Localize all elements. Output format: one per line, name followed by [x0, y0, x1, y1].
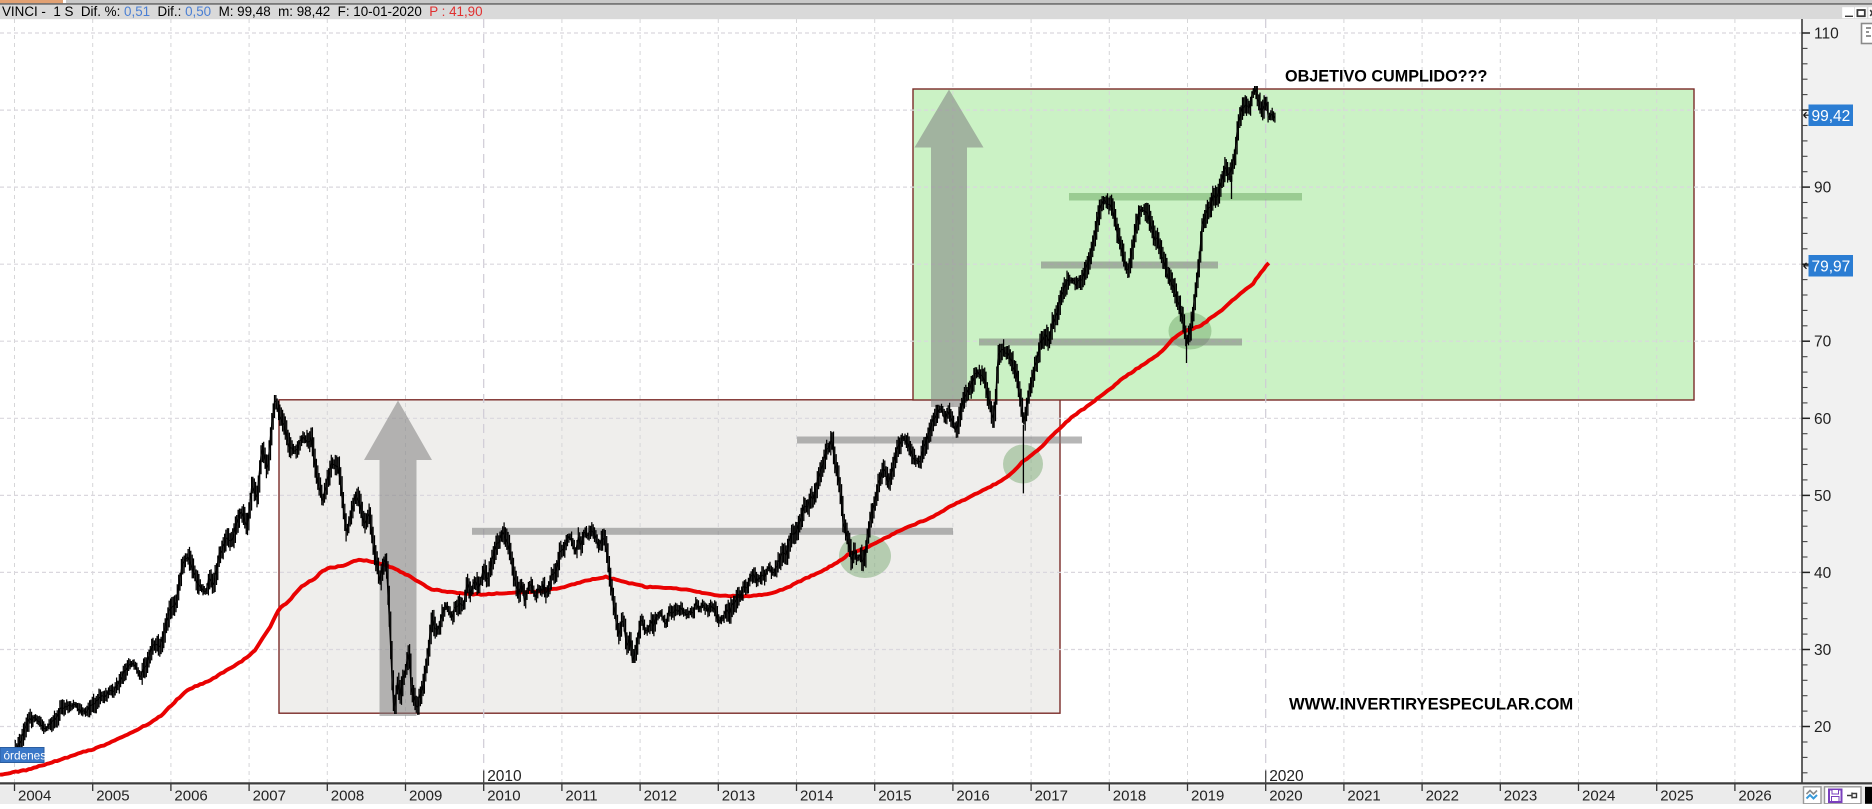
svg-text:2004: 2004 [18, 788, 51, 805]
svg-text:VINCI - 1 S Dif. %: 0,51 Di: VINCI - 1 S Dif. %: 0,51 Dif.: 0,50 M: 9… [2, 4, 483, 19]
svg-text:OBJETIVO CUMPLIDO???: OBJETIVO CUMPLIDO??? [1285, 68, 1487, 86]
svg-text:110: 110 [1814, 26, 1839, 43]
svg-text:2021: 2021 [1347, 788, 1380, 805]
svg-text:2009: 2009 [409, 788, 442, 805]
svg-text:2017: 2017 [1035, 788, 1068, 805]
svg-text:50: 50 [1814, 488, 1832, 505]
svg-text:70: 70 [1814, 334, 1832, 351]
svg-text:2019: 2019 [1191, 788, 1224, 805]
svg-text:2005: 2005 [96, 788, 129, 805]
svg-text:2010: 2010 [487, 788, 520, 805]
svg-text:2024: 2024 [1582, 788, 1615, 805]
svg-text:90: 90 [1814, 180, 1832, 197]
svg-text:40: 40 [1814, 565, 1832, 582]
svg-text:2025: 2025 [1660, 788, 1693, 805]
svg-text:2006: 2006 [174, 788, 207, 805]
svg-text:2020: 2020 [1269, 788, 1302, 805]
svg-text:2020: 2020 [1269, 768, 1304, 785]
svg-text:30: 30 [1814, 642, 1832, 659]
svg-text:2026: 2026 [1738, 788, 1771, 805]
svg-text:2008: 2008 [331, 788, 364, 805]
svg-text:2012: 2012 [644, 788, 677, 805]
svg-text:20: 20 [1814, 719, 1832, 736]
svg-text:2013: 2013 [722, 788, 755, 805]
svg-text:2018: 2018 [1113, 788, 1146, 805]
svg-text:99,42: 99,42 [1812, 108, 1851, 125]
svg-text:órdenes: órdenes [4, 749, 47, 763]
svg-text:2023: 2023 [1504, 788, 1537, 805]
svg-text:79,97: 79,97 [1812, 259, 1851, 276]
svg-text:2011: 2011 [565, 788, 597, 805]
svg-text:60: 60 [1814, 411, 1832, 428]
svg-text:2016: 2016 [956, 788, 989, 805]
svg-text:2022: 2022 [1426, 788, 1459, 805]
svg-text:WWW.INVERTIRYESPECULAR.COM: WWW.INVERTIRYESPECULAR.COM [1289, 695, 1573, 714]
svg-text:2007: 2007 [253, 788, 286, 805]
svg-text:2014: 2014 [800, 788, 833, 805]
svg-text:2015: 2015 [878, 788, 911, 805]
svg-text:2010: 2010 [487, 768, 522, 785]
